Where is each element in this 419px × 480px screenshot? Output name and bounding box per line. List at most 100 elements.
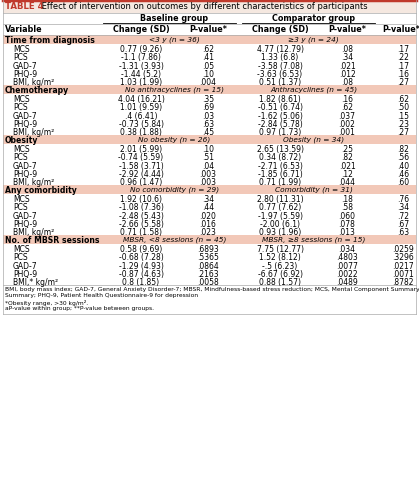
- Text: 0.71 (1.58): 0.71 (1.58): [120, 228, 162, 237]
- Text: BMI, kg/m²: BMI, kg/m²: [13, 78, 54, 87]
- Text: PHQ-9: PHQ-9: [13, 170, 37, 179]
- Text: MBSR, ≥8 sessions (n = 15): MBSR, ≥8 sessions (n = 15): [262, 236, 365, 243]
- Text: .12: .12: [341, 170, 353, 179]
- Text: Time from diagnosis: Time from diagnosis: [5, 36, 95, 45]
- Text: 1.33 (6.8): 1.33 (6.8): [261, 53, 299, 62]
- Bar: [3, 160, 416, 168]
- Bar: [3, 244, 416, 252]
- Text: BMI, kg/m²: BMI, kg/m²: [13, 178, 54, 187]
- Bar: [3, 185, 416, 194]
- Text: Change (SD): Change (SD): [252, 25, 308, 35]
- Text: MCS: MCS: [13, 195, 30, 204]
- Text: .3296: .3296: [392, 253, 414, 263]
- Text: .2163: .2163: [197, 270, 219, 279]
- Text: -3.63 (6.53): -3.63 (6.53): [257, 70, 303, 79]
- Text: -1.97 (5.59): -1.97 (5.59): [258, 212, 303, 221]
- Bar: [3, 13, 416, 24]
- Text: -2.92 (4.44): -2.92 (4.44): [119, 170, 163, 179]
- Text: .05: .05: [202, 61, 214, 71]
- Text: -2.48 (5.43): -2.48 (5.43): [119, 212, 163, 221]
- Text: .044: .044: [339, 178, 355, 187]
- Text: MCS: MCS: [13, 45, 30, 54]
- Text: .0259: .0259: [392, 245, 414, 254]
- Bar: [3, 235, 416, 244]
- Text: .04: .04: [202, 162, 214, 170]
- Text: Chemotherapy: Chemotherapy: [5, 86, 69, 95]
- Text: No. of MBSR sessions: No. of MBSR sessions: [5, 236, 99, 245]
- Text: 0.77 (9.26): 0.77 (9.26): [120, 45, 162, 54]
- Text: 1.03 (1.99): 1.03 (1.99): [120, 78, 162, 87]
- Text: 1.52 (8.12): 1.52 (8.12): [259, 253, 301, 263]
- Text: .18: .18: [341, 195, 353, 204]
- Text: .0077: .0077: [336, 262, 358, 271]
- Bar: [3, 144, 416, 152]
- Bar: [3, 24, 416, 35]
- Text: PHQ-9: PHQ-9: [13, 70, 37, 79]
- Text: GAD-7: GAD-7: [13, 61, 38, 71]
- Text: .10: .10: [202, 145, 214, 154]
- Text: .25: .25: [341, 145, 353, 154]
- Text: GAD-7: GAD-7: [13, 262, 38, 271]
- Text: .35: .35: [202, 95, 214, 104]
- Text: -1.31 (3.93): -1.31 (3.93): [119, 61, 163, 71]
- Bar: [3, 52, 416, 60]
- Text: -0.87 (4.63): -0.87 (4.63): [119, 270, 163, 279]
- Text: .63: .63: [397, 228, 409, 237]
- Text: .08: .08: [341, 78, 353, 87]
- Text: aP-value within group; **P-value between groups.: aP-value within group; **P-value between…: [5, 307, 154, 312]
- Text: .020: .020: [199, 212, 217, 221]
- Text: .17: .17: [397, 61, 409, 71]
- Text: .037: .037: [339, 111, 355, 120]
- Text: .16: .16: [397, 70, 409, 79]
- Bar: [3, 69, 416, 77]
- Text: .002: .002: [339, 120, 355, 129]
- Text: 0.71 (1.99): 0.71 (1.99): [259, 178, 301, 187]
- Text: .63: .63: [202, 120, 214, 129]
- Text: TABLE 4: TABLE 4: [5, 2, 44, 11]
- Text: .76: .76: [397, 195, 409, 204]
- Text: PCS: PCS: [13, 253, 28, 263]
- Bar: [3, 0, 416, 14]
- Text: Anthracyclines (n = 45): Anthracyclines (n = 45): [270, 86, 357, 93]
- Text: .003: .003: [199, 178, 217, 187]
- Text: .41: .41: [202, 53, 214, 62]
- Text: Variable: Variable: [5, 25, 43, 35]
- Text: .0071: .0071: [392, 270, 414, 279]
- Text: 0.51 (1.37): 0.51 (1.37): [259, 78, 301, 87]
- Text: .060: .060: [339, 212, 355, 221]
- Text: .021: .021: [339, 162, 355, 170]
- Text: .44: .44: [202, 204, 214, 212]
- Text: BMI, kg/m²: BMI, kg/m²: [13, 228, 54, 237]
- Bar: [3, 85, 416, 94]
- Text: .10: .10: [202, 70, 214, 79]
- Text: .0864: .0864: [197, 262, 219, 271]
- Bar: [3, 210, 416, 218]
- Text: MCS: MCS: [13, 95, 30, 104]
- Text: 0.34 (8.72): 0.34 (8.72): [259, 154, 301, 162]
- Text: .0022: .0022: [336, 270, 358, 279]
- Text: .001: .001: [339, 128, 355, 137]
- Text: -1.44 (5.2): -1.44 (5.2): [121, 70, 161, 79]
- Text: 0.93 (1.96): 0.93 (1.96): [259, 228, 301, 237]
- Text: .16: .16: [341, 95, 353, 104]
- Text: -1.85 (6.71): -1.85 (6.71): [258, 170, 303, 179]
- Text: .62: .62: [341, 103, 353, 112]
- Text: .67: .67: [397, 220, 409, 229]
- Text: .0217: .0217: [392, 262, 414, 271]
- Bar: [3, 277, 416, 285]
- Text: .004: .004: [199, 78, 217, 87]
- Text: 4.04 (16.21): 4.04 (16.21): [118, 95, 164, 104]
- Bar: [3, 260, 416, 269]
- Text: -1.08 (7.36): -1.08 (7.36): [119, 204, 163, 212]
- Text: GAD-7: GAD-7: [13, 111, 38, 120]
- Text: P-value*: P-value*: [189, 25, 227, 35]
- Text: -1.62 (5.06): -1.62 (5.06): [258, 111, 303, 120]
- Text: .62: .62: [397, 95, 409, 104]
- Text: 0.58 (9.69): 0.58 (9.69): [120, 245, 162, 254]
- Text: .0489: .0489: [336, 278, 358, 287]
- Text: .078: .078: [339, 220, 355, 229]
- Text: .34: .34: [202, 195, 214, 204]
- Text: *Obesity range, >30 kg/m².: *Obesity range, >30 kg/m².: [5, 300, 88, 306]
- Text: -0.68 (7.28): -0.68 (7.28): [119, 253, 163, 263]
- Bar: [3, 227, 416, 235]
